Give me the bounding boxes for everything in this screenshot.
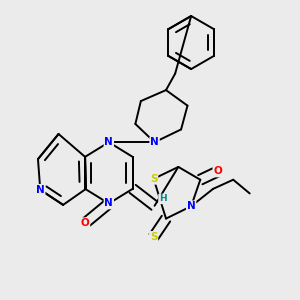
Text: O: O [81, 218, 89, 228]
Text: N: N [36, 185, 45, 195]
Text: S: S [150, 174, 158, 184]
Text: N: N [187, 201, 196, 211]
Text: S: S [150, 232, 158, 242]
Text: N: N [104, 199, 113, 208]
Text: O: O [213, 167, 222, 176]
Text: N: N [150, 137, 159, 147]
Text: N: N [104, 137, 113, 147]
Text: H: H [159, 194, 166, 203]
